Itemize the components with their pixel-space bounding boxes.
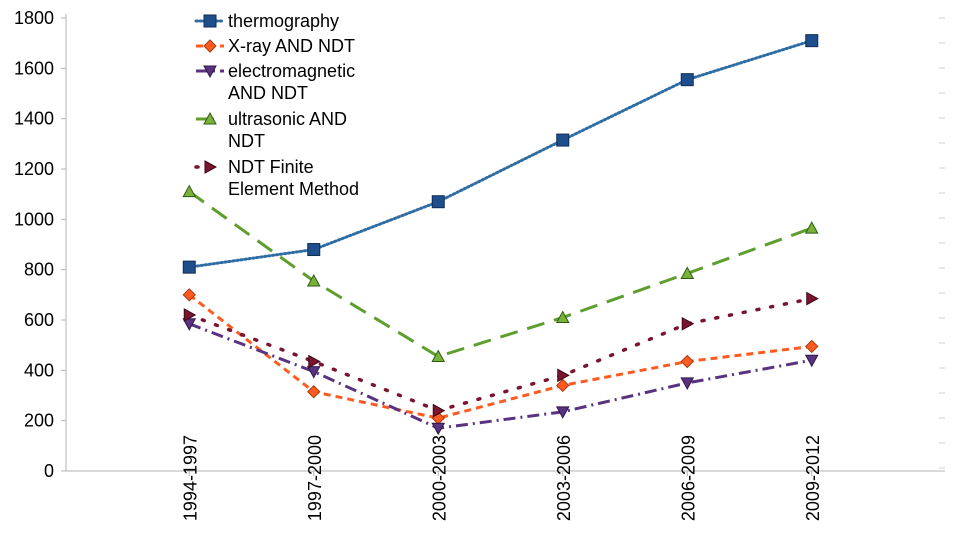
data-point [182,288,196,302]
data-point [680,354,694,369]
legend-label: NDT Finite [228,157,314,177]
legend-label: Element Method [228,179,359,199]
x-axis-tick-labels: 1994-1997 1997-2000 2000-2003 2003-2006 2006… [180,435,823,521]
y-tick-label: 1000 [14,209,54,229]
data-point [680,377,695,390]
data-point [681,316,695,331]
legend-item: thermography [194,11,339,31]
data-point [680,73,694,87]
data-point [306,366,321,379]
data-point [183,308,197,322]
y-tick-label: 1200 [14,159,54,179]
x-tick-label: 1997-2000 [305,435,325,521]
series-layer [182,34,819,436]
legend-label: ultrasonic AND [228,109,347,129]
data-point [557,368,570,383]
legend-marker [203,111,217,125]
data-point [308,354,321,369]
y-axis-tick-labels: 0 200 400 600 800 1000 1200 1400 1600 1800 [14,8,66,481]
data-point [431,195,445,209]
series-line [188,293,812,420]
series-ndt-finite-element-method [183,291,819,418]
data-point [555,406,570,419]
y-tick-label: 200 [24,411,54,431]
series-line [187,39,814,269]
legend-marker [204,160,218,174]
y-tick-label: 800 [24,260,54,280]
x-tick-label: 2003-2006 [554,435,574,521]
series-line [187,296,814,413]
data-point [805,339,819,354]
data-point [804,354,819,368]
data-point [432,403,446,418]
series-electromagnetic-and-ndt [182,318,819,436]
legend-marker [203,65,217,79]
x-tick-label: 2006-2009 [678,435,698,521]
legend: thermography X-ray AND NDT electromagnetic… [194,11,359,199]
data-point [182,260,196,274]
series-line [188,322,813,430]
y-tick-label: 1400 [14,109,54,129]
axes [65,14,945,472]
data-point [805,34,819,48]
data-point [307,385,321,399]
legend-item: X-ray AND NDT [196,36,355,56]
data-point [556,378,570,393]
legend-label: X-ray AND NDT [228,36,355,56]
data-point [680,266,695,279]
legend-label: NDT [228,131,265,151]
series-ultrasonic-and-ndt [182,184,819,362]
legend-label: thermography [228,11,339,31]
y-tick-label: 0 [44,461,54,481]
data-point [431,349,446,362]
data-point [556,133,570,147]
y-tick-label: 400 [24,360,54,380]
data-point [555,310,570,323]
series-thermography [182,34,819,274]
series-line [188,190,813,358]
y-tick-label: 600 [24,310,54,330]
legend-marker [203,39,217,53]
data-point [431,422,446,436]
y-tick-label: 1800 [14,8,54,28]
data-point [804,221,819,234]
data-point [806,291,819,306]
legend-label: AND NDT [228,83,308,103]
data-point [182,184,197,198]
data-point [306,273,321,287]
x-tick-label: 1994-1997 [180,435,200,521]
series-x-ray-and-ndt [182,288,819,425]
x-tick-label: 2009-2012 [803,435,823,521]
legend-marker [203,14,217,28]
data-point [307,243,321,257]
y-tick-label: 1600 [14,58,54,78]
legend-label: electromagnetic [228,61,355,81]
x-tick-label: 2000-2003 [429,435,449,521]
